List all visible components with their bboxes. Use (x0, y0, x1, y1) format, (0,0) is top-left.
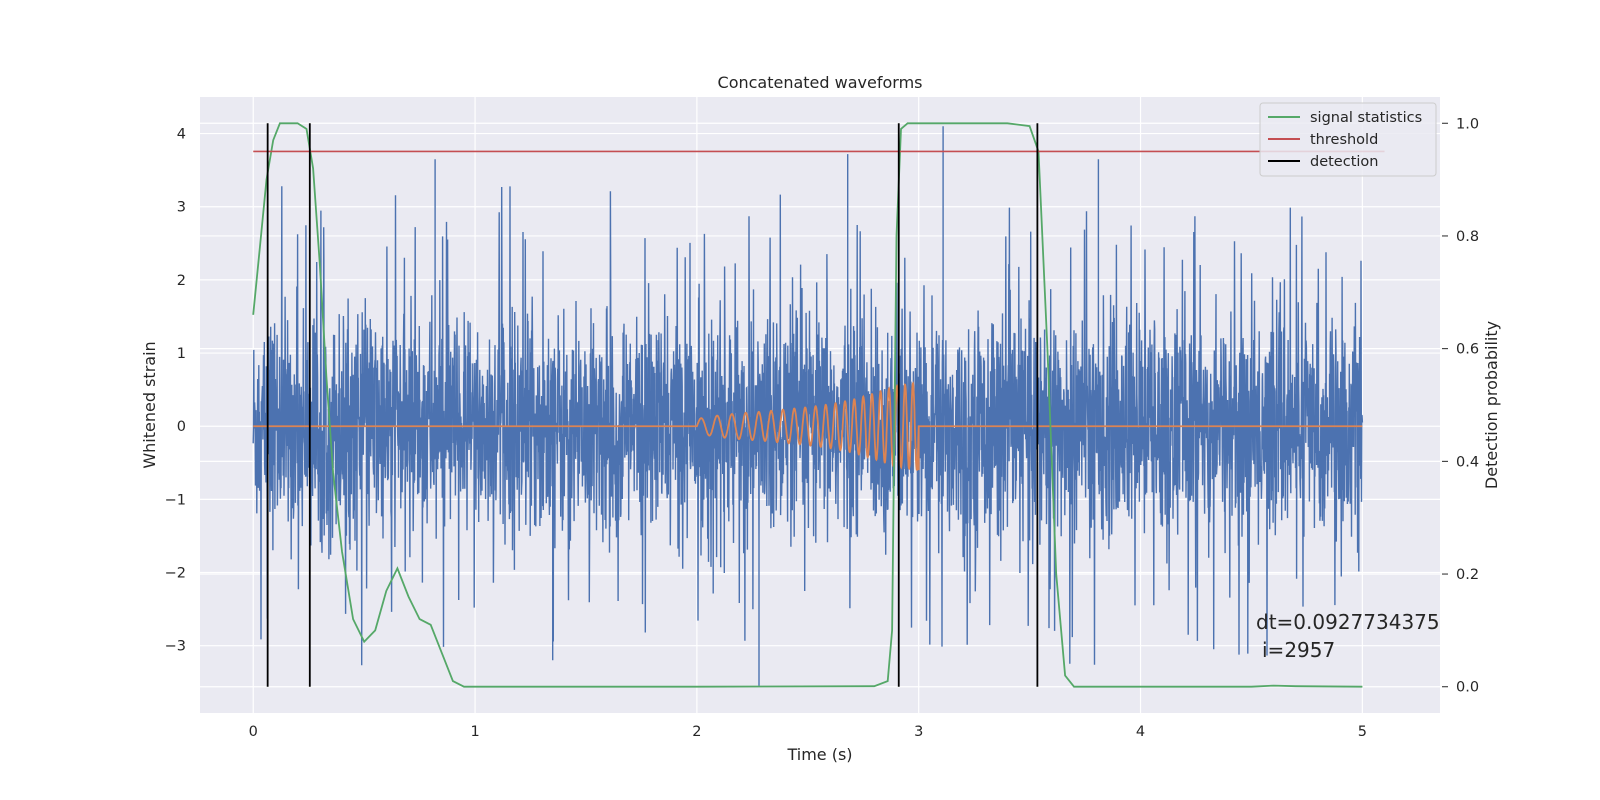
series-noise-line (252, 126, 1364, 686)
y2-axis-title: Detection probability (1482, 321, 1501, 489)
y-axis-title: Whitened strain (140, 341, 159, 468)
x-tick-label: 2 (692, 724, 701, 740)
y2-tick-label: 0.0 (1456, 680, 1479, 696)
series-detection-lines (266, 123, 1039, 687)
x-tick-label: 5 (1358, 724, 1367, 740)
legend-box (1259, 102, 1437, 177)
y-tick-label: 3 (177, 200, 186, 216)
y2-tick-label: 0.2 (1456, 567, 1479, 583)
y-tick-label: 0 (177, 419, 186, 435)
chart-title: Concatenated waveforms (718, 73, 923, 92)
y-tick-label: −1 (165, 492, 186, 508)
y-tick-label: 4 (177, 127, 186, 143)
x-tick-label: 0 (249, 724, 258, 740)
y-tick-label: 2 (177, 273, 186, 289)
legend: signal statistics threshold detection (1259, 102, 1437, 177)
y-axis-right: 0.0 0.2 0.4 0.6 0.8 1.0 (1442, 116, 1479, 696)
x-axis: 0 1 2 3 4 5 (249, 724, 1367, 740)
y-axis-left: −3 −2 −1 0 1 2 3 4 (165, 127, 186, 655)
y-tick-label: −2 (165, 566, 186, 582)
x-tick-label: 3 (914, 724, 923, 740)
x-axis-title: Time (s) (786, 745, 852, 764)
series-waveform-line (253, 381, 1363, 472)
y2-tick-label: 1.0 (1456, 116, 1479, 132)
y-tick-label: 1 (177, 346, 186, 362)
x-tick-label: 4 (1136, 724, 1145, 740)
y2-tick-label: 0.8 (1456, 229, 1479, 245)
legend-label-detection: detection (1310, 154, 1378, 170)
annotation-i: i=2957 (1262, 638, 1335, 662)
x-tick-label: 1 (470, 724, 479, 740)
annotation-dt: dt=0.0927734375 (1256, 610, 1440, 634)
y2-tick-label: 0.6 (1456, 342, 1479, 358)
y2-tick-label: 0.4 (1456, 454, 1479, 470)
legend-label-signal-statistics: signal statistics (1310, 110, 1422, 126)
legend-label-threshold: threshold (1310, 132, 1378, 148)
y-tick-label: −3 (165, 639, 186, 655)
